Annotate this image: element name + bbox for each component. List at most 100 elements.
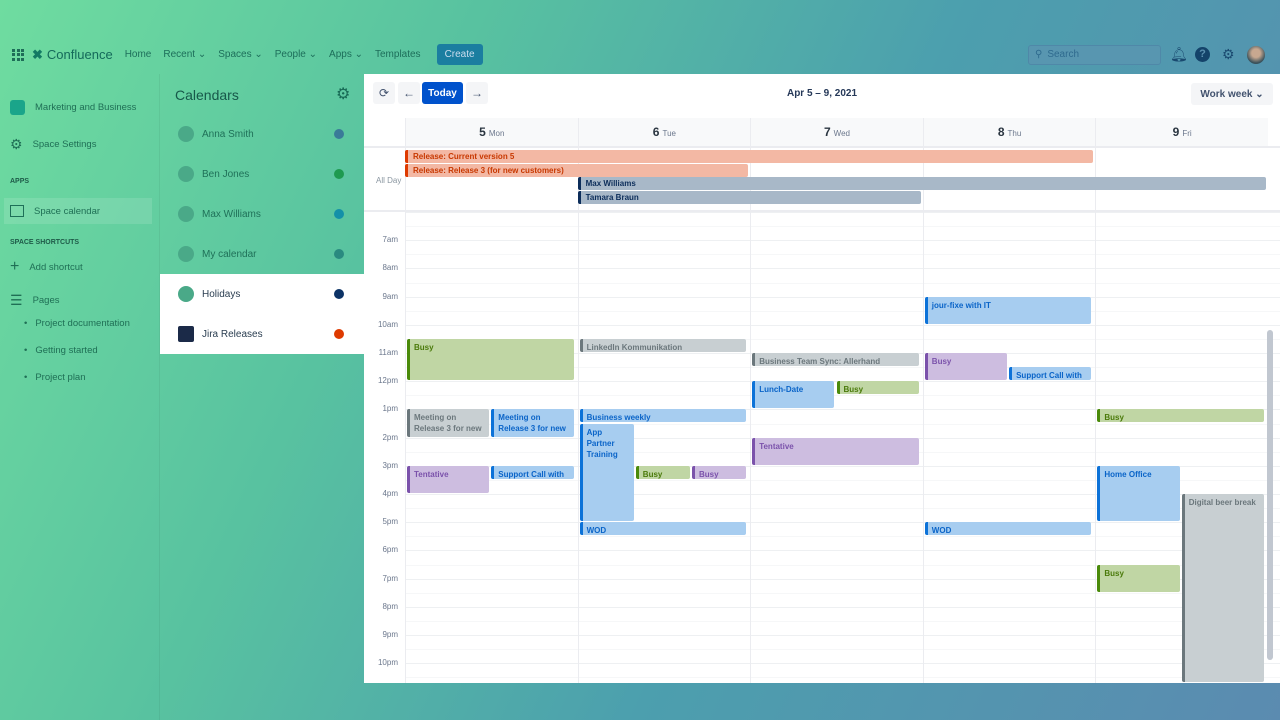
calendar-event[interactable]: Busy [1097,409,1264,423]
confluence-x-icon: ✖ [32,46,43,62]
half-hour-line [405,564,1280,566]
calendar-event[interactable]: Support Call with [1009,367,1092,381]
search-input[interactable]: ⚲ Search [1028,44,1161,65]
page-item[interactable]: • Getting started [24,345,98,356]
half-hour-line [405,282,1280,284]
calendar-event[interactable]: WOD [924,522,1092,536]
calendar-color-dot[interactable] [334,209,344,219]
calendar-event[interactable]: Busy [407,338,574,381]
all-day-event[interactable]: Release: Release 3 (for new customers) [405,163,749,177]
calendar-event[interactable]: jour-fixe with IT [924,296,1092,324]
all-day-event[interactable]: Release: Current version 5 [405,150,1094,163]
day-of-week: Thu [1007,129,1022,138]
calendar-event[interactable]: Digital beer break [1181,494,1264,682]
space-sidebar: Marketing and Business ⚙ Space Settings A… [0,74,160,720]
half-hour-line [405,310,1280,312]
calendar-color-dot[interactable] [334,169,344,179]
plus-icon: + [10,258,20,275]
view-selector[interactable]: Work week ⌄ [1191,83,1273,105]
calendar-event[interactable]: Home Office [1097,465,1180,522]
scrollbar[interactable] [1267,330,1273,660]
space-settings-link[interactable]: ⚙ Space Settings [10,136,97,152]
calendar-event[interactable]: WOD [579,522,747,536]
calendar-event[interactable]: Busy [692,465,747,479]
nav-home[interactable]: Home [124,49,152,60]
confluence-logo[interactable]: ✖ Confluence [32,46,113,63]
space-link[interactable]: Marketing and Business [10,100,136,115]
page-item[interactable]: • Project documentation [24,318,130,329]
calendar-event[interactable]: Busy [1097,564,1180,592]
calendar-item[interactable]: Jira Releases [160,314,364,354]
calendar-avatar [178,206,194,222]
calendar-item[interactable]: Max Williams [160,194,364,234]
nav-spaces[interactable]: Spaces ⌄ [218,49,263,60]
create-button[interactable]: Create [436,44,483,65]
space-calendar-link[interactable]: Space calendar [4,198,152,224]
previous-button[interactable]: ← [398,82,420,104]
user-avatar[interactable] [1247,45,1265,64]
day-header[interactable]: 8 Thu [922,118,1096,146]
calendar-event[interactable]: Tentative [407,465,490,493]
calendar-color-dot[interactable] [334,289,344,299]
half-hour-line [405,508,1280,510]
all-day-event[interactable]: Max Williams [577,177,1266,190]
page-item[interactable]: • Project plan [24,372,86,383]
calendar-item[interactable]: Holidays [160,274,364,314]
hour-label: 9pm [382,630,398,639]
notifications-icon[interactable]: 🔔︎ [1170,46,1188,62]
all-day-section: All Day Release: Current version 5 Release… [364,146,1280,212]
half-hour-line [405,677,1280,679]
calendar-event[interactable]: Meeting on Release 3 for new [407,409,490,437]
day-header[interactable]: 9 Fri [1095,118,1268,146]
refresh-button[interactable]: ⟳ [373,82,395,104]
calendar-event[interactable]: Business weekly [579,409,747,423]
nav-apps[interactable]: Apps ⌄ [329,49,363,60]
calendar-color-dot[interactable] [334,129,344,139]
day-of-week: Wed [833,129,850,138]
hour-line [405,494,1280,495]
calendar-item[interactable]: Ben Jones [160,154,364,194]
calendar-event[interactable]: Busy [836,381,919,395]
day-divider [922,118,924,683]
calendar-name: Ben Jones [202,168,250,180]
nav-templates[interactable]: Templates [374,49,421,60]
calendars-settings-icon[interactable]: ⚙ [336,86,351,103]
calendar-avatar [178,166,194,182]
gear-icon: ⚙ [10,136,23,152]
app-switcher-icon[interactable] [12,48,24,61]
today-button[interactable]: Today [422,82,463,104]
hour-label: 9am [382,291,398,301]
calendar-color-dot[interactable] [334,249,344,259]
day-of-week: Tue [662,129,676,138]
calendar-event[interactable]: Busy [635,465,690,479]
calendar-color-dot[interactable] [334,329,344,339]
calendar-event[interactable]: Tentative [752,437,919,465]
calendar-event[interactable]: LinkedIn Kommunikation [579,338,747,352]
day-header[interactable]: 6 Tue [577,118,751,146]
calendar-event[interactable]: Busy [924,353,1008,381]
add-shortcut-link[interactable]: + Add shortcut [10,258,83,275]
day-header[interactable]: 5 Mon [405,118,578,146]
calendar-name: Jira Releases [202,328,263,340]
calendar-item[interactable]: My calendar [160,234,364,274]
hour-line [405,240,1280,242]
calendar-event[interactable]: App Partner Training [579,423,634,522]
nav-recent[interactable]: Recent ⌄ [163,49,207,60]
pages-link[interactable]: ☰ Pages [10,292,60,308]
hour-line [405,522,1280,524]
help-icon[interactable]: ? [1195,47,1210,62]
day-header[interactable]: 7 Wed [750,118,923,146]
calendar-event[interactable]: Support Call with [491,465,574,479]
hour-label: 4pm [382,489,398,498]
calendar-event[interactable]: Lunch-Date [752,381,835,409]
settings-gear-icon[interactable]: ⚙ [1222,46,1235,62]
date-range-title: Apr 5 – 9, 2021 [786,88,858,99]
half-hour-line [405,254,1280,256]
calendar-event[interactable]: Meeting on Release 3 for new [491,409,574,437]
nav-people[interactable]: People ⌄ [274,49,318,60]
calendar-item[interactable]: Anna Smith [160,114,364,154]
calendar-name: Holidays [202,288,241,300]
calendar-event[interactable]: Business Team Sync: Allerhand [752,353,919,367]
all-day-event[interactable]: Tamara Braun [577,190,921,204]
next-button[interactable]: → [466,82,488,104]
